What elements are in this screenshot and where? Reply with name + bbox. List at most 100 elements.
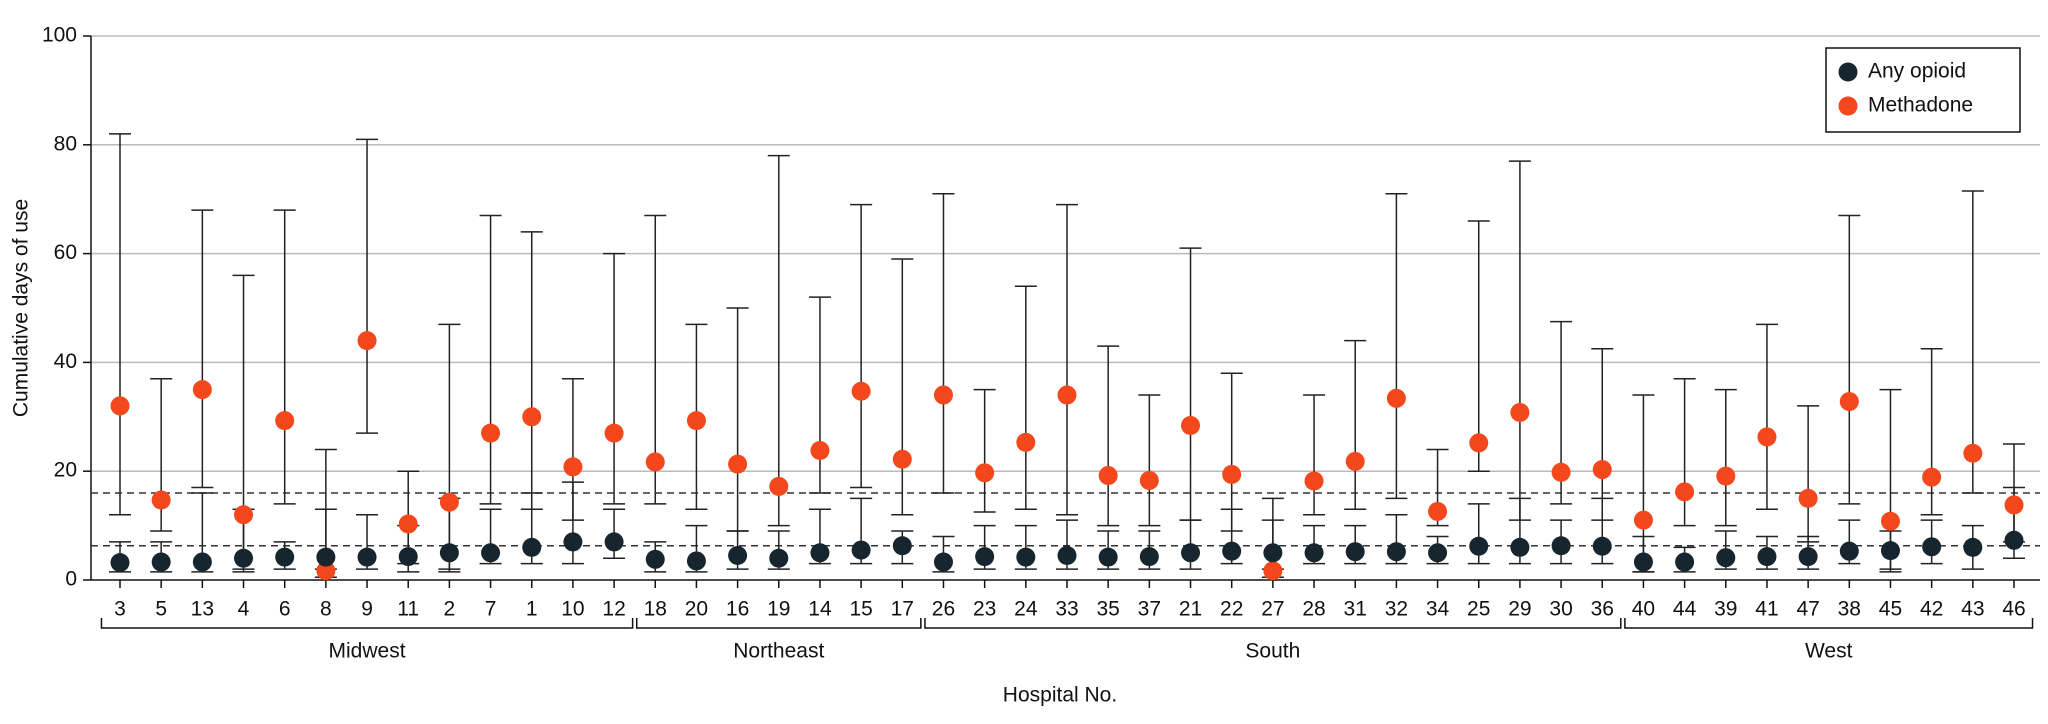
point <box>1798 488 1818 508</box>
error-bar <box>1797 405 1820 543</box>
point <box>1839 392 1859 412</box>
x-axis-label: Hospital No. <box>1003 684 1117 707</box>
x-tick-label: 24 <box>1014 598 1038 621</box>
error-bar <box>1179 247 1202 521</box>
error-bar <box>438 323 461 570</box>
point <box>522 537 542 557</box>
point <box>1057 546 1077 566</box>
x-tick-label: 41 <box>1755 598 1778 621</box>
error-bar <box>767 154 790 527</box>
point <box>1263 561 1283 581</box>
point <box>110 553 130 573</box>
point <box>769 476 789 496</box>
point <box>316 547 336 567</box>
y-tick-label: 80 <box>54 132 77 155</box>
point <box>1345 542 1365 562</box>
point <box>481 423 501 443</box>
x-tick-label: 46 <box>2002 598 2025 621</box>
point <box>851 540 871 560</box>
x-tick-label: 17 <box>891 598 914 621</box>
error-bar <box>726 307 749 532</box>
point <box>398 514 418 534</box>
y-tick-label: 20 <box>54 459 77 482</box>
point <box>1633 510 1653 530</box>
point <box>1510 402 1530 422</box>
point <box>1139 470 1159 490</box>
error-bar <box>1714 388 1737 527</box>
point <box>1880 541 1900 561</box>
point <box>1469 433 1489 453</box>
point <box>522 407 542 427</box>
error-bar <box>191 209 214 489</box>
error-bar <box>2003 443 2025 543</box>
point <box>1592 536 1612 556</box>
legend-label: Any opioid <box>1868 60 1966 83</box>
error-bar <box>520 231 543 511</box>
point <box>645 549 665 569</box>
point <box>563 457 583 477</box>
error-bar <box>1385 193 1408 500</box>
point <box>398 547 418 567</box>
x-tick-label: 37 <box>1138 598 1161 621</box>
y-tick-label: 40 <box>54 350 77 373</box>
point <box>1386 388 1406 408</box>
point <box>439 543 459 563</box>
error-bar <box>1138 394 1161 527</box>
point <box>1222 464 1242 484</box>
point <box>1510 537 1530 557</box>
point <box>2004 495 2024 515</box>
point <box>1181 543 1201 563</box>
group-label: West <box>1805 640 1853 663</box>
point <box>357 547 377 567</box>
point <box>1345 451 1365 471</box>
point <box>1922 467 1942 487</box>
point <box>1798 547 1818 567</box>
x-tick-label: 35 <box>1096 598 1119 621</box>
legend-marker <box>1838 62 1858 82</box>
x-tick-label: 8 <box>320 598 332 621</box>
error-bar <box>1961 190 1984 494</box>
point <box>1016 547 1036 567</box>
point <box>892 536 912 556</box>
point <box>1551 536 1571 556</box>
error-bar <box>1838 214 1861 505</box>
point <box>563 532 583 552</box>
point <box>1880 511 1900 531</box>
x-tick-label: 42 <box>1920 598 1943 621</box>
point <box>1963 443 1983 463</box>
error-bar <box>1220 372 1243 532</box>
x-tick-label: 47 <box>1796 598 1819 621</box>
point <box>1304 471 1324 491</box>
x-tick-label: 21 <box>1179 598 1202 621</box>
point <box>1757 547 1777 567</box>
point <box>316 561 336 581</box>
point <box>645 452 665 472</box>
x-tick-label: 16 <box>726 598 749 621</box>
point <box>275 547 295 567</box>
x-tick-label: 31 <box>1344 598 1367 621</box>
point <box>1428 501 1448 521</box>
x-tick-label: 40 <box>1632 598 1655 621</box>
y-axis-label: Cumulative days of use <box>10 199 33 417</box>
point <box>1839 541 1859 561</box>
group-bracket <box>924 618 1622 629</box>
error-bar <box>850 203 873 489</box>
error-bar <box>808 296 831 494</box>
y-tick-label: 60 <box>54 241 77 264</box>
point <box>439 492 459 512</box>
point <box>1181 416 1201 436</box>
error-bar <box>273 209 296 505</box>
x-tick-label: 10 <box>561 598 584 621</box>
point <box>1098 466 1118 486</box>
group-bracket <box>1624 618 2034 629</box>
point <box>1757 427 1777 447</box>
point <box>1139 547 1159 567</box>
group-bracket <box>635 618 922 629</box>
x-tick-label: 18 <box>644 598 667 621</box>
x-tick-label: 26 <box>932 598 955 621</box>
point <box>1922 537 1942 557</box>
point <box>1098 547 1118 567</box>
x-tick-label: 27 <box>1261 598 1284 621</box>
x-tick-label: 34 <box>1426 598 1450 621</box>
